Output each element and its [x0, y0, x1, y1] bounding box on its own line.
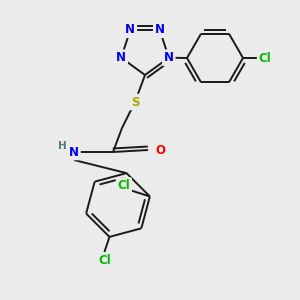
Text: N: N [155, 23, 165, 36]
Text: N: N [69, 146, 79, 158]
Text: S: S [131, 95, 139, 109]
Text: H: H [58, 141, 66, 151]
Text: N: N [125, 23, 135, 36]
Text: Cl: Cl [259, 52, 272, 64]
Text: O: O [155, 143, 165, 157]
Text: N: N [164, 51, 174, 64]
Text: N: N [116, 51, 126, 64]
Text: Cl: Cl [98, 254, 111, 267]
Text: Cl: Cl [118, 179, 130, 192]
